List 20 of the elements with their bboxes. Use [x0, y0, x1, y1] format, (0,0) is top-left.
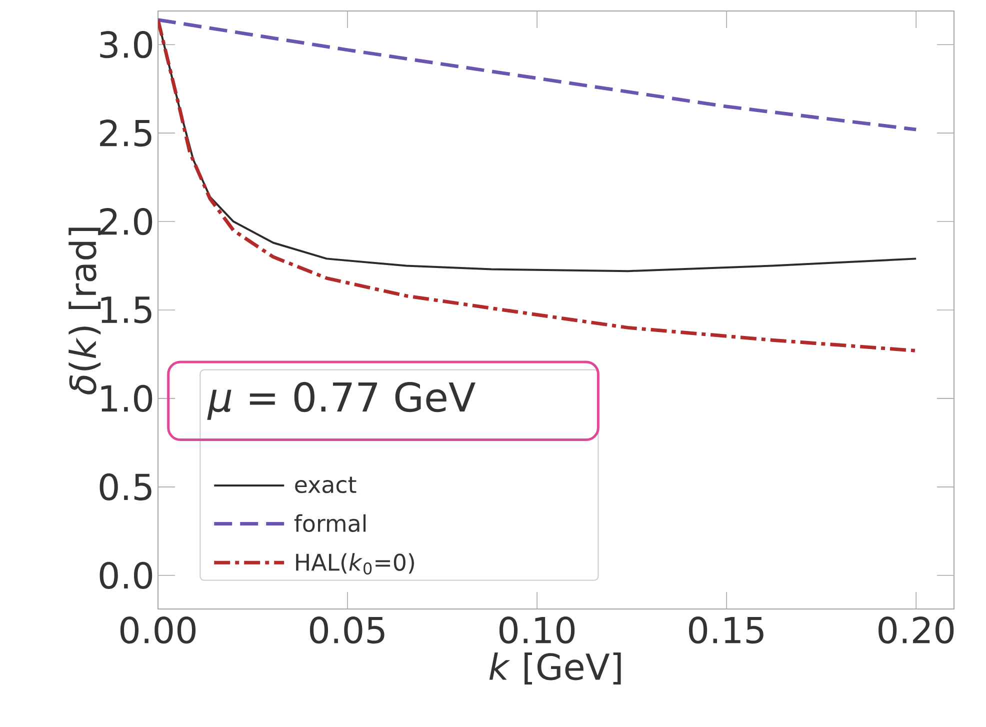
x-axis-title: k [GeV]: [489, 652, 621, 684]
x-tick-label: 0.00: [120, 616, 196, 644]
x-tick-label: 0.15: [689, 616, 764, 644]
y-tick-label: 1.5: [101, 296, 152, 324]
y-axis-title: δ(k) [rad]: [68, 228, 101, 394]
legend-label: formal: [294, 514, 366, 532]
legend-label: HAL(k$_{0}$=0): [296, 553, 414, 575]
line-series: [158, 18, 918, 132]
x-tick-label: 0.05: [310, 616, 384, 644]
line-series: [158, 18, 918, 352]
y-tick-label: 2.5: [100, 120, 152, 147]
y-tick-label: 0.0: [100, 562, 152, 589]
x-tick-label: 0.10: [499, 616, 575, 644]
y-tick-label: 0.5: [100, 473, 152, 500]
y-tick-label: 2.0: [100, 208, 152, 236]
legend-label: exact: [295, 476, 356, 494]
x-tick-label: 0.20: [878, 616, 954, 644]
y-tick-label: 1.0: [101, 384, 152, 412]
y-tick-label: 3.0: [100, 31, 152, 58]
legend-title: μ = 0.77 GeV: [207, 382, 476, 420]
